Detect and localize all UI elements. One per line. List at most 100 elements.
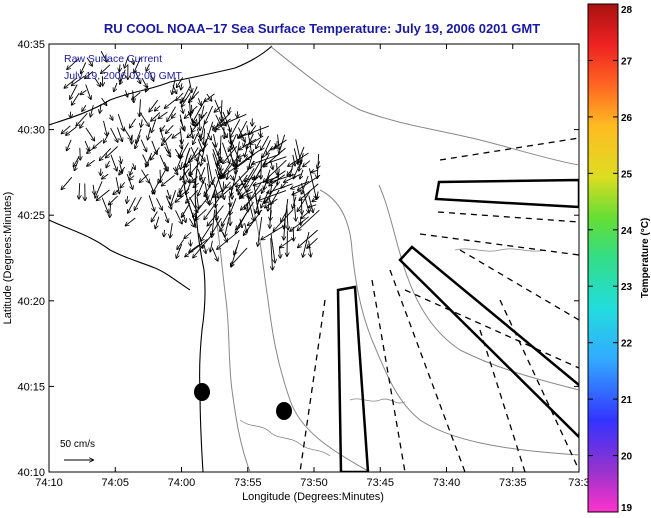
current-vector — [100, 104, 101, 113]
current-vector — [264, 156, 287, 165]
current-vector — [193, 233, 214, 258]
current-vector — [253, 176, 280, 186]
current-vector — [261, 135, 269, 150]
current-vector — [193, 133, 199, 144]
x-tick-label: 74:00 — [168, 477, 196, 489]
current-vector — [221, 159, 246, 178]
current-vector — [151, 211, 158, 222]
current-vector — [152, 182, 159, 194]
current-vector — [136, 128, 142, 143]
current-vector — [220, 225, 225, 231]
current-vector — [146, 63, 150, 71]
current-vector — [166, 189, 170, 199]
current-vector — [279, 134, 286, 154]
station-marker-1 — [194, 383, 210, 401]
current-vector — [222, 210, 231, 226]
current-vector — [109, 195, 119, 205]
current-vector — [139, 173, 149, 182]
current-vector — [190, 176, 198, 183]
current-vector — [230, 119, 241, 137]
current-vector — [207, 205, 224, 226]
current-vector — [213, 183, 218, 198]
current-vector — [210, 240, 212, 252]
current-vector — [297, 190, 311, 211]
current-vector — [217, 160, 223, 166]
y-tick-label: 40:35 — [17, 39, 45, 51]
current-vector — [164, 211, 169, 222]
current-vector — [95, 181, 103, 198]
current-vector — [180, 128, 182, 143]
current-vector — [250, 135, 264, 144]
current-vector — [103, 120, 108, 136]
current-vector — [287, 168, 293, 176]
current-vector — [79, 183, 80, 199]
current-vector — [72, 75, 85, 85]
current-vector — [270, 233, 275, 263]
x-tick-label: 74:05 — [101, 477, 129, 489]
current-vector — [126, 217, 136, 226]
current-vector — [229, 133, 237, 151]
current-vector — [270, 210, 271, 220]
current-vector — [189, 91, 200, 103]
current-vector — [204, 93, 215, 102]
current-vector — [176, 243, 183, 258]
current-vector — [271, 146, 277, 149]
current-vector — [190, 239, 191, 246]
current-vector — [134, 196, 142, 210]
current-vector — [262, 139, 271, 157]
current-vector — [281, 210, 288, 222]
current-vector — [250, 160, 255, 168]
current-vector — [271, 160, 273, 169]
current-vector — [219, 168, 224, 175]
current-vector — [240, 125, 269, 137]
current-vector — [256, 139, 261, 149]
colorbar-tick-label: 21 — [621, 395, 633, 406]
current-vector — [230, 132, 231, 144]
colorbar-ticks: 28 27 26 25 24 23 22 21 20 19 — [588, 3, 633, 514]
current-vector — [176, 92, 184, 100]
current-vector — [81, 62, 87, 74]
x-tick-label: 73:40 — [433, 477, 461, 489]
track-box-2 — [434, 178, 579, 209]
current-vector — [185, 105, 198, 118]
current-vector — [165, 195, 172, 209]
current-vector — [73, 156, 80, 167]
current-vector — [300, 169, 304, 179]
current-vector — [155, 105, 161, 111]
current-vector — [104, 132, 110, 143]
colorbar-tick-label: 24 — [621, 226, 633, 237]
current-vector — [205, 105, 214, 124]
current-vector — [198, 233, 203, 248]
current-vector — [148, 127, 152, 139]
current-vector — [287, 204, 288, 230]
current-vector — [150, 147, 160, 160]
current-vector — [80, 121, 85, 128]
current-vector — [123, 127, 131, 140]
colorbar-gradient — [587, 3, 619, 513]
current-vector — [179, 147, 184, 157]
current-vector — [162, 133, 173, 146]
colorbar-tick-label: 22 — [621, 339, 633, 350]
current-vector — [197, 118, 198, 126]
current-vector — [97, 189, 110, 201]
current-vector — [163, 161, 168, 171]
current-vector — [195, 208, 207, 219]
current-vector — [298, 174, 321, 190]
colorbar: 28 27 26 25 24 23 22 21 20 19 Temperature (°C) — [587, 3, 651, 514]
current-vector — [280, 237, 294, 247]
current-vector — [189, 162, 200, 175]
current-vector — [132, 134, 133, 144]
current-vector — [135, 135, 141, 148]
x-tick-label: 73:3 — [568, 477, 589, 489]
y-axis-ticks: 40:35 40:30 40:25 40:20 40:15 40:10 — [17, 39, 579, 479]
current-vector — [186, 189, 199, 203]
current-vector — [209, 174, 221, 205]
current-vector — [186, 183, 191, 195]
current-vector — [245, 145, 249, 157]
current-vector — [262, 175, 271, 193]
current-vector — [207, 132, 212, 140]
current-vector — [80, 147, 81, 160]
current-vector — [206, 163, 210, 187]
current-vector — [288, 152, 309, 166]
current-vector — [301, 197, 302, 215]
